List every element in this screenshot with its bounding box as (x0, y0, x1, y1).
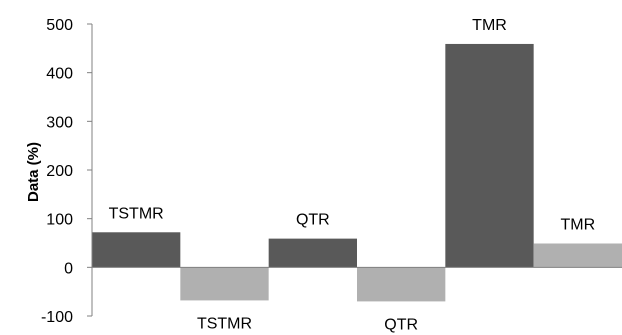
y-tick-label: 100 (46, 212, 73, 229)
bar-label: TSTMR (197, 315, 252, 332)
bar-label: QTR (296, 212, 330, 229)
y-axis-title: Data (%) (25, 142, 42, 202)
bar-label: TMR (472, 17, 507, 34)
y-tick-label: 200 (46, 163, 73, 180)
y-tick-label: -100 (41, 309, 73, 326)
bar-tmr-positive (445, 43, 534, 268)
bar-tstmr-negative (180, 267, 269, 301)
y-tick-label: 400 (46, 66, 73, 83)
bar-label: QTR (384, 316, 418, 333)
bar-qtr-positive (268, 238, 357, 268)
y-tick-label: 0 (64, 260, 73, 277)
y-tick-label: 500 (46, 17, 73, 34)
bar-tstmr-positive (92, 232, 181, 268)
bar-label: TMR (561, 216, 596, 233)
bar-qtr-negative (357, 267, 446, 302)
bar-tmr-positive (533, 243, 622, 268)
y-tick-label: 300 (46, 114, 73, 131)
bar-label: TSTMR (109, 205, 164, 222)
